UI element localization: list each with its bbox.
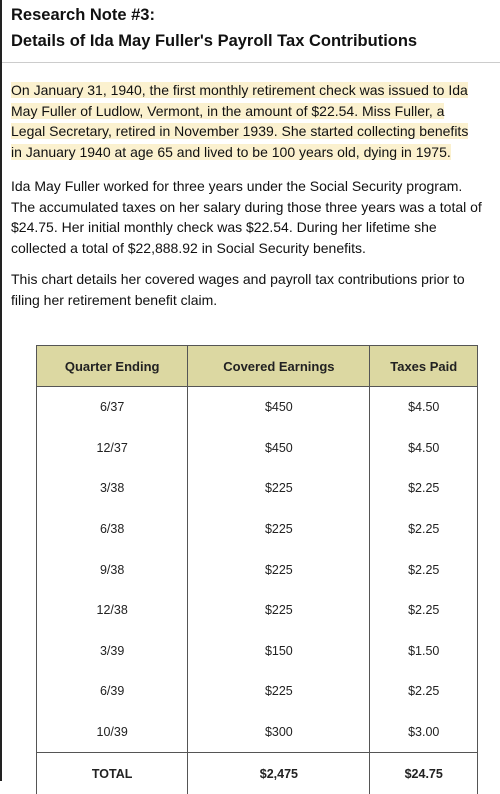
column-header-earnings: Covered Earnings: [187, 345, 371, 387]
earnings-cell: $225: [187, 671, 371, 712]
quarter-cell: 9/38: [35, 549, 189, 590]
table-row: 10/39 $300 $3.00: [35, 711, 478, 753]
quarter-cell: 12/38: [35, 589, 189, 631]
intro-line: Legal Secretary, retired in November 193…: [11, 123, 469, 139]
quarter-cell: 6/37: [35, 386, 189, 428]
table-row: 12/38 $225 $2.25: [35, 589, 478, 631]
earnings-cell: $225: [187, 589, 371, 631]
earnings-cell: $225: [187, 468, 371, 509]
table-row: 6/37 $450 $4.50: [35, 386, 478, 428]
quarter-cell: 6/38: [35, 508, 189, 550]
taxes-cell: $3.00: [369, 711, 478, 753]
table-row: 3/39 $150 $1.50: [35, 630, 478, 672]
intro-line: in January 1940 at age 65 and lived to b…: [11, 143, 451, 160]
highlighted-intro-paragraph: On January 31, 1940, the first monthly r…: [11, 80, 500, 162]
taxes-cell: $2.25: [369, 589, 478, 631]
taxes-cell: $2.25: [369, 671, 478, 712]
quarter-cell: 6/39: [35, 671, 189, 712]
taxes-cell: $2.25: [369, 468, 478, 509]
page-header: Research Note #3: Details of Ida May Ful…: [2, 0, 500, 63]
taxes-cell: $2.25: [369, 508, 478, 550]
summary-line: collected a total of $22,888.92 in Socia…: [11, 239, 366, 256]
summary-line: The accumulated taxes on her salary duri…: [11, 198, 482, 215]
chart-intro-line: filing her retirement benefit claim.: [11, 291, 218, 308]
taxes-cell: $4.50: [369, 427, 478, 469]
contributions-table: Quarter Ending Covered Earnings Taxes Pa…: [35, 345, 478, 794]
earnings-cell: $225: [187, 508, 371, 550]
intro-line: May Fuller of Ludlow, Vermont, in the am…: [11, 102, 445, 119]
page-title-line-1: Research Note #3:: [11, 6, 155, 24]
total-earnings-cell: $2,475: [187, 752, 371, 794]
table-row: 12/37 $450 $4.50: [35, 427, 478, 469]
column-header-quarter: Quarter Ending: [35, 345, 189, 387]
summary-paragraph: Ida May Fuller worked for three years un…: [11, 176, 500, 258]
total-label-cell: TOTAL: [35, 752, 189, 794]
chart-intro-paragraph: This chart details her covered wages and…: [11, 269, 500, 310]
total-taxes-cell: $24.75: [369, 752, 478, 794]
intro-line: On January 31, 1940, the first monthly r…: [11, 82, 468, 98]
earnings-cell: $300: [187, 711, 371, 753]
earnings-cell: $150: [187, 630, 371, 672]
summary-line: Ida May Fuller worked for three years un…: [11, 178, 463, 194]
chart-intro-line: This chart details her covered wages and…: [11, 271, 465, 287]
table-row: 3/38 $225 $2.25: [35, 468, 478, 509]
taxes-cell: $1.50: [369, 630, 478, 672]
article-body: On January 31, 1940, the first monthly r…: [2, 80, 500, 310]
earnings-cell: $450: [187, 427, 371, 469]
taxes-cell: $4.50: [369, 386, 478, 428]
table-total-row: TOTAL $2,475 $24.75: [35, 752, 478, 794]
table-header-row: Quarter Ending Covered Earnings Taxes Pa…: [35, 345, 478, 387]
quarter-cell: 10/39: [35, 711, 189, 753]
earnings-cell: $450: [187, 386, 371, 428]
page-title-line-2: Details of Ida May Fuller's Payroll Tax …: [11, 32, 418, 50]
column-header-taxes: Taxes Paid: [369, 345, 478, 387]
taxes-cell: $2.25: [369, 549, 478, 590]
earnings-cell: $225: [187, 549, 371, 590]
quarter-cell: 12/37: [35, 427, 189, 469]
table-row: 9/38 $225 $2.25: [35, 549, 478, 590]
table-row: 6/38 $225 $2.25: [35, 508, 478, 550]
quarter-cell: 3/38: [35, 468, 189, 509]
summary-line: $24.75. Her initial monthly check was $2…: [11, 219, 437, 235]
table-row: 6/39 $225 $2.25: [35, 671, 478, 712]
quarter-cell: 3/39: [35, 630, 189, 672]
